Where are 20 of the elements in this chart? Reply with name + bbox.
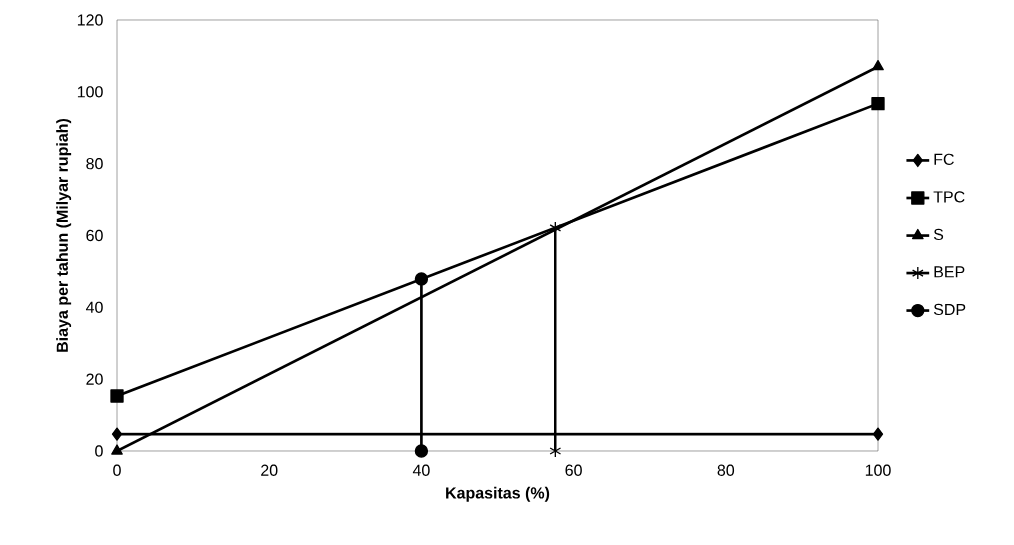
y-tick-label: 40 — [85, 301, 103, 313]
x-tick-label: 80 — [717, 464, 735, 476]
y-tick-label: 60 — [86, 229, 103, 242]
x-tick-label: 60 — [565, 464, 582, 476]
legend-label: TPC — [933, 191, 965, 203]
y-tick-label: 100 — [77, 86, 103, 98]
x-tick-label: 100 — [865, 464, 891, 476]
y-tick-label: 20 — [86, 373, 103, 385]
legend-label: FC — [934, 153, 954, 165]
y-axis-title: Biaya per tahun (Milyar rupiah) — [56, 118, 72, 352]
y-tick-label: 120 — [77, 14, 103, 26]
x-tick-label: 20 — [261, 464, 278, 476]
legend-label: BEP — [934, 266, 965, 278]
x-tick-label: 40 — [412, 464, 430, 476]
y-tick-label: 80 — [86, 158, 103, 170]
legend-label: SDP — [933, 303, 966, 316]
x-tick-label: 0 — [113, 464, 121, 476]
y-tick-label: 0 — [95, 445, 103, 457]
legend-label: S — [933, 228, 944, 241]
x-axis-title: Kapasitas (%) — [446, 486, 550, 502]
